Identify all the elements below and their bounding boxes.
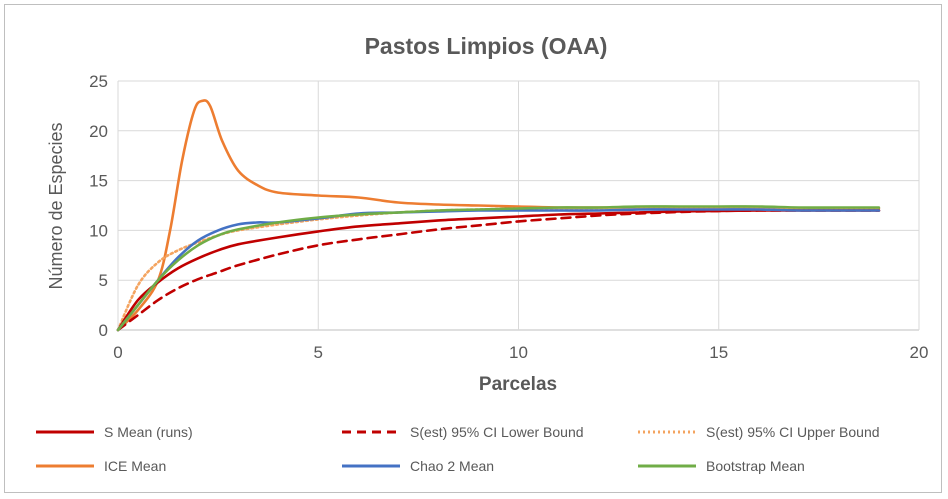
legend: S Mean (runs) S(est) 95% CI Lower Bound S(…	[36, 424, 880, 474]
legend-label-5: Bootstrap Mean	[706, 458, 805, 474]
legend-label-2: S(est) 95% CI Upper Bound	[706, 424, 880, 440]
legend-label-4: Chao 2 Mean	[410, 458, 494, 474]
series-line-1	[116, 209, 881, 332]
x-axis-title: Parcelas	[479, 374, 557, 395]
y-axis-title: Número de Especies	[46, 122, 66, 289]
x-tick-label: 5	[314, 343, 323, 362]
x-tick-labels: 0 5 10 15 20	[113, 343, 928, 362]
x-tick-label: 0	[113, 343, 122, 362]
series-line-3	[116, 99, 881, 332]
legend-label-0: S Mean (runs)	[104, 424, 193, 440]
y-tick-labels: 0 5 10 15 20 25	[89, 72, 108, 340]
x-tick-label: 20	[910, 343, 929, 362]
chart-frame	[4, 4, 942, 493]
chart-title: Pastos Limpios (OAA)	[365, 33, 608, 59]
y-tick-label: 10	[89, 221, 108, 240]
y-tick-label: 0	[99, 321, 108, 340]
series-line-5	[116, 205, 881, 332]
series-line-0	[116, 209, 881, 332]
legend-label-3: ICE Mean	[104, 458, 166, 474]
y-tick-label: 5	[99, 271, 108, 290]
x-tick-label: 15	[709, 343, 728, 362]
series-lines	[116, 99, 881, 332]
x-tick-label: 10	[509, 343, 528, 362]
y-tick-label: 20	[89, 122, 108, 141]
y-tick-label: 15	[89, 172, 108, 191]
y-tick-label: 25	[89, 72, 108, 91]
series-line-4	[116, 208, 881, 332]
legend-label-1: S(est) 95% CI Lower Bound	[410, 424, 584, 440]
